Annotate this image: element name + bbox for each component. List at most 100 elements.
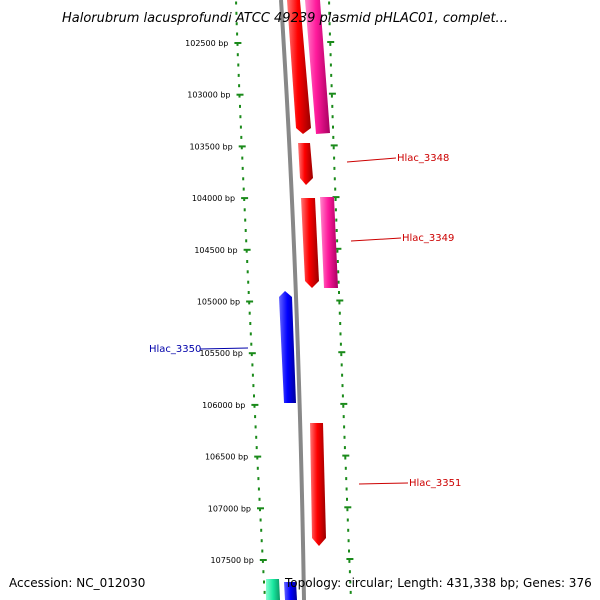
- leader-hlac-3351: [358, 482, 409, 485]
- ring-dot: [246, 270, 249, 274]
- ring-dot: [341, 373, 344, 377]
- ring-dot: [331, 115, 334, 119]
- ring-dot: [348, 559, 351, 563]
- tick-label: 107500 bp: [211, 556, 254, 565]
- ring-dot: [258, 497, 261, 501]
- tick-label: 104000 bp: [192, 194, 235, 203]
- ring-dot: [336, 249, 339, 253]
- ring-dot: [339, 322, 342, 325]
- ring-dot: [251, 373, 254, 377]
- leader-hlac-3349: [350, 237, 402, 242]
- feature-pink-top: [305, 0, 330, 134]
- tick-label: 104500 bp: [194, 246, 237, 255]
- ring-dot: [334, 198, 337, 201]
- ring-dot: [236, 32, 239, 36]
- ring-dot: [263, 590, 266, 594]
- ring-dot: [251, 363, 254, 367]
- ring-dot: [239, 104, 241, 108]
- ring-dot: [244, 218, 247, 222]
- ring-dot: [238, 94, 241, 98]
- gene-label-hlac-3349[interactable]: Hlac_3349: [402, 233, 454, 244]
- ring-dot: [253, 404, 256, 408]
- ring-dot: [334, 187, 337, 191]
- ring-dot: [344, 466, 347, 470]
- ring-dot: [240, 135, 243, 139]
- cds-hlac-3350: [279, 291, 296, 403]
- tick-label: 105500 bp: [200, 349, 243, 358]
- cds-hlac-3348: [298, 143, 313, 185]
- ring-dot: [338, 291, 340, 294]
- ring-dot: [347, 528, 350, 532]
- ring-dot: [345, 477, 348, 481]
- ring-dot: [328, 32, 331, 36]
- ring-dot: [343, 446, 346, 450]
- ring-dot: [236, 42, 239, 46]
- ring-dot: [333, 177, 336, 181]
- ring-dot: [331, 104, 334, 108]
- gene-label-hlac-3351[interactable]: Hlac_3351: [409, 478, 461, 489]
- ring-dot: [343, 425, 346, 429]
- tick-labels: 102500 bp 103000 bp 103500 bp 104000 bp 1045…: [185, 39, 254, 565]
- ring-dot: [338, 311, 341, 315]
- ring-dot: [346, 508, 349, 512]
- ring-dot: [328, 1, 331, 5]
- ring-dot: [245, 239, 248, 243]
- ring-dot: [238, 84, 241, 88]
- ring-dot: [346, 518, 349, 522]
- tick-label: 107000 bp: [208, 504, 251, 513]
- ring-dot: [336, 239, 339, 243]
- ring-dot: [241, 166, 244, 170]
- ring-dot: [330, 73, 333, 77]
- ring-dot: [244, 229, 247, 232]
- ring-dot: [345, 487, 348, 491]
- ring-dot: [262, 570, 265, 574]
- ring-dot: [240, 146, 243, 150]
- ring-dot: [257, 477, 260, 481]
- ring-dot: [342, 404, 345, 408]
- ring-dot: [237, 63, 240, 67]
- cds-hlac-3351: [310, 423, 326, 546]
- accession-text: Accession: NC_012030: [9, 576, 145, 590]
- ring-dot: [256, 456, 259, 460]
- ring-dot: [339, 332, 342, 336]
- ring-dot: [243, 208, 246, 212]
- ring-dot: [338, 301, 341, 305]
- outer-dotted-ring-right: [327, 1, 354, 594]
- topology-summary: Topology: circular; Length: 431,338 bp; …: [284, 576, 592, 590]
- ring-dot: [336, 260, 339, 263]
- cds-red-top: [287, 0, 311, 134]
- ring-dot: [343, 435, 346, 439]
- ring-dot: [332, 135, 335, 139]
- ring-dot: [346, 497, 348, 501]
- ring-dot: [247, 291, 250, 294]
- ring-dot: [248, 301, 251, 305]
- ring-dot: [261, 559, 264, 563]
- ring-dot: [340, 363, 343, 367]
- gene-label-hlac-3348[interactable]: Hlac_3348: [397, 153, 449, 164]
- ring-dot: [332, 125, 334, 129]
- ring-dot: [344, 456, 347, 460]
- ring-dot: [329, 42, 332, 46]
- ring-dot: [235, 1, 238, 5]
- feature-pink-3349: [320, 197, 338, 288]
- gene-label-hlac-3350[interactable]: Hlac_3350: [149, 344, 201, 355]
- ring-dot: [254, 415, 257, 419]
- ring-dot: [256, 466, 259, 470]
- ring-dot: [330, 84, 333, 88]
- ring-dot: [341, 394, 344, 398]
- ring-dot: [259, 508, 261, 512]
- ring-dot: [329, 63, 332, 67]
- tick-label: 106500 bp: [205, 453, 248, 462]
- ring-dot: [335, 218, 338, 222]
- backbone-arc: [279, 0, 306, 600]
- ring-dot: [245, 249, 248, 253]
- ring-dot: [235, 22, 238, 26]
- ring-dot: [241, 156, 244, 160]
- ring-dot: [249, 332, 252, 336]
- tick-label: 103000 bp: [187, 91, 230, 100]
- ring-dot: [261, 549, 264, 553]
- ring-dot: [339, 342, 342, 346]
- ring-dot: [335, 229, 338, 232]
- tick-label: 106000 bp: [202, 401, 245, 410]
- ring-dot: [263, 580, 265, 584]
